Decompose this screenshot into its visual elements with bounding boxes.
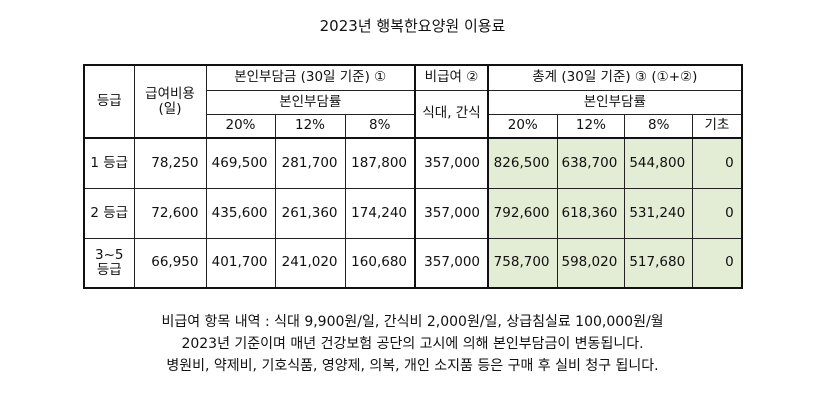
note-extra-charges: 병원비, 약제비, 기호식품, 영양제, 의복, 개인 소지품 등은 구매 후 … [166, 358, 659, 374]
self-pay-12-cell: 241,020 [274, 237, 346, 289]
table-row: 3~5 등급 66,950 401,700 241,020 160,680 35… [83, 237, 743, 289]
self-pay-8-cell: 160,680 [344, 237, 416, 289]
header-total-group: 총계 (30일 기준) ③ (①+②) [487, 64, 743, 91]
total-8-cell: 531,240 [624, 187, 694, 239]
header-total-rate-8: 8% [624, 113, 694, 139]
header-self-pay-group: 본인부담금 (30일 기준) ① [205, 64, 416, 91]
header-self-rate-8: 8% [344, 113, 416, 139]
header-self-rate-12: 12% [274, 113, 346, 139]
self-pay-12-cell: 261,360 [274, 187, 346, 239]
non-covered-cell: 357,000 [414, 137, 489, 189]
grade-cell: 2 등급 [83, 187, 135, 239]
cost-cell: 72,600 [133, 187, 207, 239]
total-12-cell: 618,360 [556, 187, 626, 239]
header-non-covered-group: 비급여 ② [414, 64, 489, 91]
table-row: 1 등급 78,250 469,500 281,700 187,800 357,… [83, 137, 743, 189]
grade-line2: 등급 [96, 261, 122, 278]
self-pay-8-cell: 174,240 [344, 187, 416, 239]
header-total-rate-basic: 기초 [692, 113, 743, 139]
header-total-rate: 본인부담률 [487, 89, 743, 115]
grade-line1: 3~5 [95, 246, 124, 263]
total-20-cell: 758,700 [487, 237, 558, 289]
notes-section: 비급여 항목 내역 : 식대 9,900원/일, 간식비 2,000원/일, 상… [0, 311, 825, 377]
cost-cell: 78,250 [133, 137, 207, 189]
non-covered-cell: 357,000 [414, 237, 489, 289]
self-pay-20-cell: 435,600 [205, 187, 276, 239]
self-pay-20-cell: 401,700 [205, 237, 276, 289]
header-cost-line1: 급여비용 [145, 85, 195, 102]
header-self-rate-20: 20% [205, 113, 276, 139]
grade-cell: 1 등급 [83, 137, 135, 189]
table-row: 2 등급 72,600 435,600 261,360 174,240 357,… [83, 187, 743, 239]
total-basic-cell: 0 [692, 187, 743, 239]
note-annual-change: 2023년 기준이며 매년 건강보험 공단의 고시에 의해 본인부담금이 변동됩… [181, 336, 644, 352]
header-non-covered-item: 식대, 간식 [414, 89, 489, 139]
total-8-cell: 544,800 [624, 137, 694, 189]
total-basic-cell: 0 [692, 237, 743, 289]
header-self-pay-rate: 본인부담률 [205, 89, 416, 115]
self-pay-8-cell: 187,800 [344, 137, 416, 189]
total-20-cell: 826,500 [487, 137, 558, 189]
total-8-cell: 517,680 [624, 237, 694, 289]
header-total-rate-12: 12% [556, 113, 626, 139]
total-20-cell: 792,600 [487, 187, 558, 239]
note-non-covered-items: 비급여 항목 내역 : 식대 9,900원/일, 간식비 2,000원/일, 상… [161, 314, 664, 330]
self-pay-20-cell: 469,500 [205, 137, 276, 189]
page-title: 2023년 행복한요양원 이용료 [319, 17, 506, 35]
header-total-rate-20: 20% [487, 113, 558, 139]
cost-cell: 66,950 [133, 237, 207, 289]
grade-cell: 3~5 등급 [83, 237, 135, 289]
header-cost-line2: (일) [158, 100, 182, 117]
self-pay-12-cell: 281,700 [274, 137, 346, 189]
non-covered-cell: 357,000 [414, 187, 489, 239]
header-grade: 등급 [83, 64, 135, 139]
total-basic-cell: 0 [692, 137, 743, 189]
fee-table: 등급 급여비용 (일) 본인부담금 (30일 기준) ① 비급여 ② 총계 (3… [83, 64, 743, 289]
header-cost: 급여비용 (일) [133, 64, 207, 139]
total-12-cell: 638,700 [556, 137, 626, 189]
total-12-cell: 598,020 [556, 237, 626, 289]
